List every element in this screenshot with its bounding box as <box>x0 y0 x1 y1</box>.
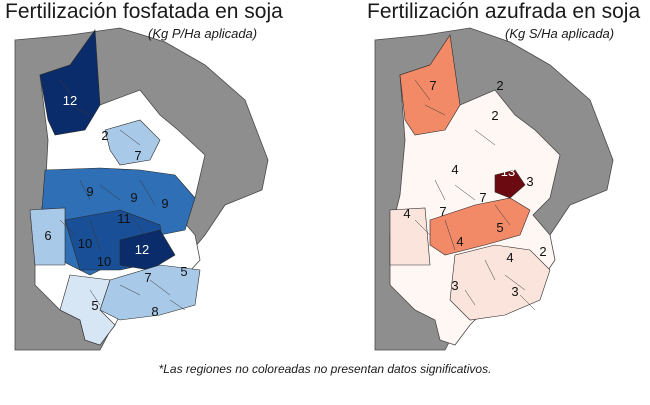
value-label: 7 <box>144 270 151 285</box>
value-label: 4 <box>506 250 513 265</box>
region-west <box>389 207 431 266</box>
value-label: 4 <box>403 206 410 221</box>
region-west <box>29 207 66 266</box>
value-label: 3 <box>526 174 533 189</box>
value-label: 7 <box>429 78 436 93</box>
value-label: 12 <box>135 242 149 257</box>
value-label: 9 <box>130 190 137 205</box>
region-central <box>429 197 531 256</box>
department-borders <box>59 79 186 311</box>
value-label: 9 <box>161 196 168 211</box>
value-label: 4 <box>456 234 463 249</box>
map-title: Fertilización fosfatada en soja <box>5 0 283 23</box>
region-nw <box>399 34 461 136</box>
value-label: 4 <box>451 162 458 177</box>
value-label: 6 <box>44 228 51 243</box>
region-southeast <box>99 264 201 321</box>
region-east-dark <box>119 229 176 271</box>
phosphorus-map: 12 2 7 9 9 9 11 6 10 12 10 5 7 5 8 <box>14 27 269 351</box>
value-label: 10 <box>97 254 111 269</box>
value-label: 13 <box>501 164 515 179</box>
value-label: 10 <box>78 236 92 251</box>
sulfur-map-panel: 7 2 2 13 4 3 4 7 7 5 4 2 4 3 3 Fertiliza… <box>345 0 645 370</box>
department-borders <box>414 79 536 311</box>
value-label: 2 <box>496 78 503 93</box>
value-label: 5 <box>91 298 98 313</box>
map-unit: (Kg S/Ha aplicada) <box>505 26 615 41</box>
value-label: 8 <box>151 304 158 319</box>
region-south <box>59 274 116 346</box>
region-nw <box>39 29 101 136</box>
region-center-dark <box>494 169 526 199</box>
value-label: 12 <box>63 93 77 108</box>
value-label: 3 <box>451 278 458 293</box>
region-north-light <box>104 119 161 166</box>
value-label: 3 <box>511 284 518 299</box>
phosphorus-map-panel: 12 2 7 9 9 9 11 6 10 12 10 5 7 5 8 Ferti… <box>0 0 300 370</box>
map-unit: (Kg P/Ha aplicada) <box>148 26 258 41</box>
map-title: Fertilización azufrada en soja <box>367 0 641 23</box>
value-label: 11 <box>117 211 131 226</box>
value-label: 7 <box>439 204 446 219</box>
value-label: 2 <box>491 108 498 123</box>
value-label: 9 <box>86 184 93 199</box>
value-label: 2 <box>101 128 108 143</box>
region-southeast <box>449 244 551 321</box>
value-label: 5 <box>496 220 503 235</box>
value-label: 7 <box>134 148 141 163</box>
value-label: 5 <box>180 264 187 279</box>
value-label: 7 <box>479 190 486 205</box>
value-label: 2 <box>539 244 546 259</box>
footnote: *Las regiones no coloreadas no presentan… <box>158 362 492 376</box>
sulfur-map: 7 2 2 13 4 3 4 7 7 5 4 2 4 3 3 <box>374 27 614 351</box>
